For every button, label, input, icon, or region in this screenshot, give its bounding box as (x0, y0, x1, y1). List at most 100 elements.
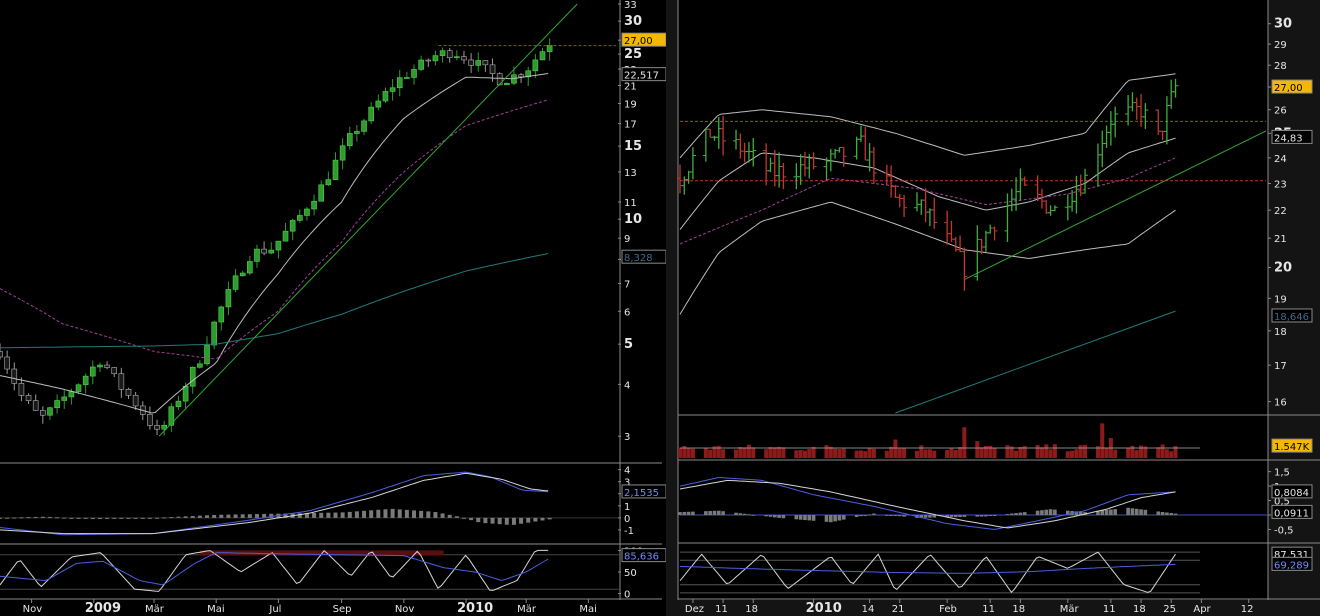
left-candle-body (311, 200, 317, 210)
right-xtick-label: Feb (939, 604, 957, 615)
right-price-ytick-label: 16 (1274, 398, 1287, 409)
right-macd-histogram-bar (781, 515, 786, 519)
right-volume-bar (992, 447, 997, 458)
right-xtick-label: Mär (1060, 604, 1080, 615)
right-macd-histogram-bar (953, 515, 958, 518)
right-macd-histogram-bar (854, 515, 859, 518)
left-macd-histogram-bar (419, 510, 424, 518)
left-price-ytick-label: 10 (624, 212, 642, 227)
left-candle-body (354, 131, 360, 134)
left-stoch-ytick-label: 0 (624, 590, 630, 601)
right-macd-histogram-bar (678, 512, 682, 515)
right-volume-bar (768, 447, 773, 458)
right-price-line-trendline-5 (964, 130, 1267, 281)
right-xtick-label: 11 (982, 604, 995, 615)
right-volume-bar (1022, 446, 1027, 458)
right-macd-histogram-bar (992, 515, 997, 516)
left-price-ytick-label: 25 (624, 47, 642, 62)
right-macd-histogram-bar (1096, 510, 1100, 515)
right-macd-histogram-bar (872, 513, 876, 515)
right-macd-histogram-bar (764, 515, 768, 517)
right-volume-bar (1164, 449, 1169, 458)
left-macd-histogram-bar (540, 517, 545, 521)
right-stoch-top-badge-value: 87,531 (1274, 550, 1309, 561)
right-stoch-line-signal-0 (679, 551, 1176, 594)
right-last-price-badge-value: 27,00 (1274, 83, 1303, 94)
left-candle-body (482, 60, 489, 66)
right-macd-histogram-bar (897, 515, 902, 517)
left-macd-histogram-bar (133, 517, 138, 519)
right-volume-bar (1173, 446, 1178, 458)
right-price-ytick-label: 29 (1274, 40, 1287, 51)
right-volume-bar (1048, 449, 1053, 458)
right-macd-histogram-bar (988, 515, 993, 516)
right-xtick-label: Apr (1193, 604, 1211, 615)
left-macd-ytick-label: 1 (624, 502, 630, 513)
left-price-line-sma_slow-2 (0, 253, 549, 349)
left-xtick-label: Nov (395, 604, 415, 615)
left-candle-body (97, 364, 103, 368)
right-macd-histogram-bar (919, 515, 924, 518)
right-macd-ytick-label: 0,5 (1274, 497, 1290, 508)
right-volume-bar (833, 448, 838, 458)
left-price-ytick-label: 5 (624, 337, 633, 352)
right-macd-histogram-bar (1165, 512, 1169, 515)
right-volume-bar (914, 450, 919, 458)
left-macd-histogram-bar (333, 512, 338, 518)
right-macd-histogram-bar (704, 511, 708, 515)
left-price-ytick-label: 17 (624, 120, 637, 131)
left-macd-histogram-bar (469, 517, 474, 521)
left-macd-histogram-bar (155, 517, 160, 519)
right-volume-bar (777, 446, 782, 458)
left-macd-histogram-bar (219, 514, 224, 518)
left-macd-histogram-bar (47, 516, 52, 518)
left-candle-body (154, 425, 160, 430)
right-macd-histogram-bar (932, 515, 937, 518)
right-macd-histogram-bar (837, 515, 842, 521)
right-volume-bar (1044, 444, 1049, 458)
right-volume-bar (1095, 446, 1100, 458)
left-chart-window[interactable]: 345678910111315171921232527303327,0022,5… (0, 0, 667, 616)
right-volume-bar (794, 450, 799, 458)
left-macd-histogram-bar (126, 517, 131, 519)
right-chart-window[interactable]: 16171819202122232425262728293027,0024,83… (666, 0, 1320, 616)
left-macd-histogram-bar (283, 513, 288, 518)
left-candle-body (404, 77, 410, 79)
right-volume-bar (751, 447, 756, 458)
left-candle-body (539, 51, 546, 61)
left-macd-ytick-label: 4 (624, 466, 630, 477)
left-candle-body (197, 363, 203, 368)
right-macd-histogram-bar (751, 514, 756, 516)
left-macd-histogram-bar (62, 517, 67, 519)
right-macd-histogram-bar (716, 510, 721, 515)
left-price-ytick-label: 9 (624, 234, 630, 245)
left-candle-body (411, 69, 417, 78)
right-price-ytick-label: 28 (1274, 61, 1287, 72)
left-macd-histogram-bar (319, 512, 324, 518)
left-macd-histogram-bar (497, 517, 502, 525)
left-price-ytick-label: 7 (624, 279, 630, 290)
left-candle-body (204, 344, 210, 365)
left-candle-body (40, 410, 46, 416)
left-candle-body (132, 394, 139, 407)
right-volume-bar (1005, 445, 1010, 458)
left-candle-body (418, 59, 424, 70)
right-volume-bar (1009, 446, 1014, 458)
left-macd-histogram-bar (483, 517, 488, 524)
right-volume-bar (824, 445, 829, 458)
right-macd-histogram-bar (811, 515, 816, 521)
right-macd-histogram-bar (945, 515, 949, 518)
left-macd-ytick-label: 3 (624, 478, 630, 489)
right-macd-histogram-bar (867, 514, 872, 516)
right-price-ytick-label: 23 (1274, 179, 1287, 190)
left-macd-histogram-bar (504, 517, 509, 525)
left-window-bg (0, 0, 662, 616)
left-candle-body (282, 230, 289, 242)
left-candle-body (496, 73, 503, 86)
right-volume-bar (1104, 447, 1109, 458)
right-macd-line-macd-0 (679, 476, 1176, 530)
left-macd-histogram-bar (147, 517, 152, 519)
left-macd-histogram-bar (262, 513, 267, 518)
right-macd-ytick-label: -0,5 (1274, 525, 1294, 536)
right-volume-bar (871, 448, 876, 458)
